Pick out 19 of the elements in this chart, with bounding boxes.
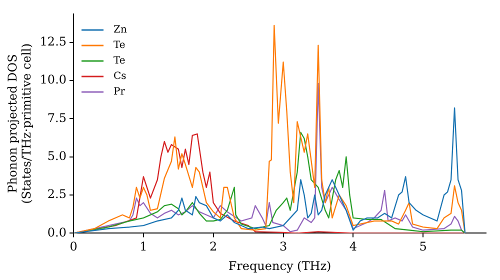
y-tick-label: 12.5 [40, 34, 67, 48]
legend-label: Te [114, 40, 126, 52]
y-tick-label: 5.0 [47, 148, 67, 163]
y-tick-label: 10.0 [40, 72, 67, 87]
y-axis-title: Phonon projected DOS (States/THz·primitive cell) [5, 43, 34, 204]
legend-label: Cs [114, 71, 126, 82]
x-tick-label: 4 [349, 240, 358, 254]
x-tick-label: 2 [210, 240, 218, 254]
legend-label: Te [114, 56, 126, 67]
y-tick-label: 7.5 [47, 110, 67, 125]
y-tick-label: 2.5 [47, 187, 67, 202]
legend-label: Zn [114, 24, 128, 36]
y-tick-label: 0.0 [47, 225, 67, 240]
x-tick-label: 3 [279, 240, 288, 254]
x-tick-label: 5 [419, 240, 427, 254]
legend-label: Pr [114, 86, 126, 98]
x-tick-label: 1 [140, 240, 148, 254]
x-tick-label: 0 [70, 240, 78, 254]
x-axis-title: Frequency (THz) [228, 258, 332, 273]
